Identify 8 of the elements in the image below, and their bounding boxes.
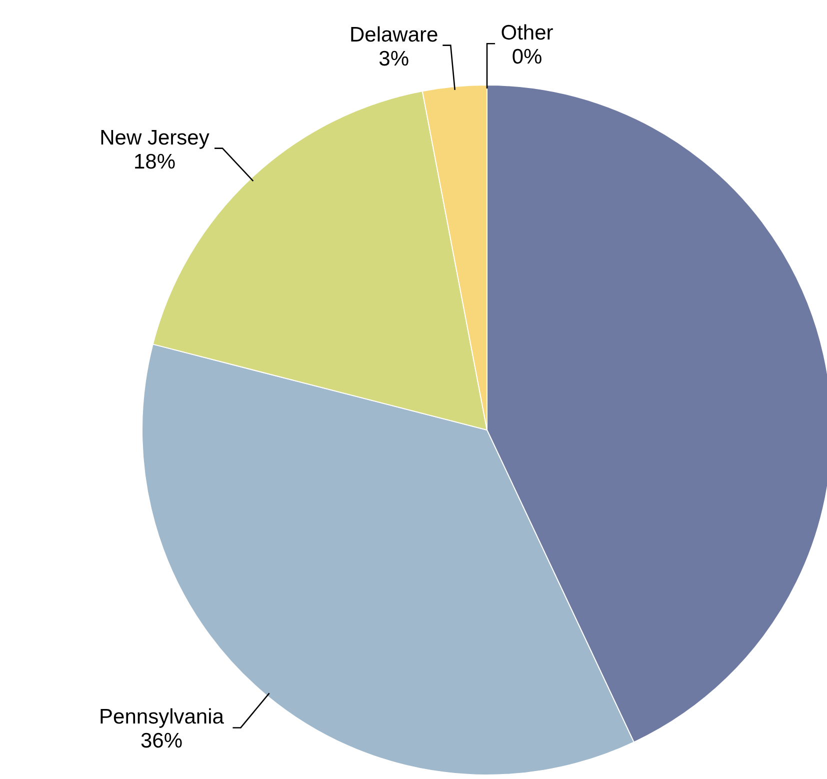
data-label: 18% [133,150,176,174]
slice-label: Delaware [349,23,438,46]
data-label: 3% [378,47,410,70]
text: 0% [512,46,542,69]
slice-label: Pennsylvania [99,706,224,729]
category-label: Other [500,22,554,45]
slice-label: New Jersey [100,126,210,150]
data-label: 36% [140,730,183,753]
